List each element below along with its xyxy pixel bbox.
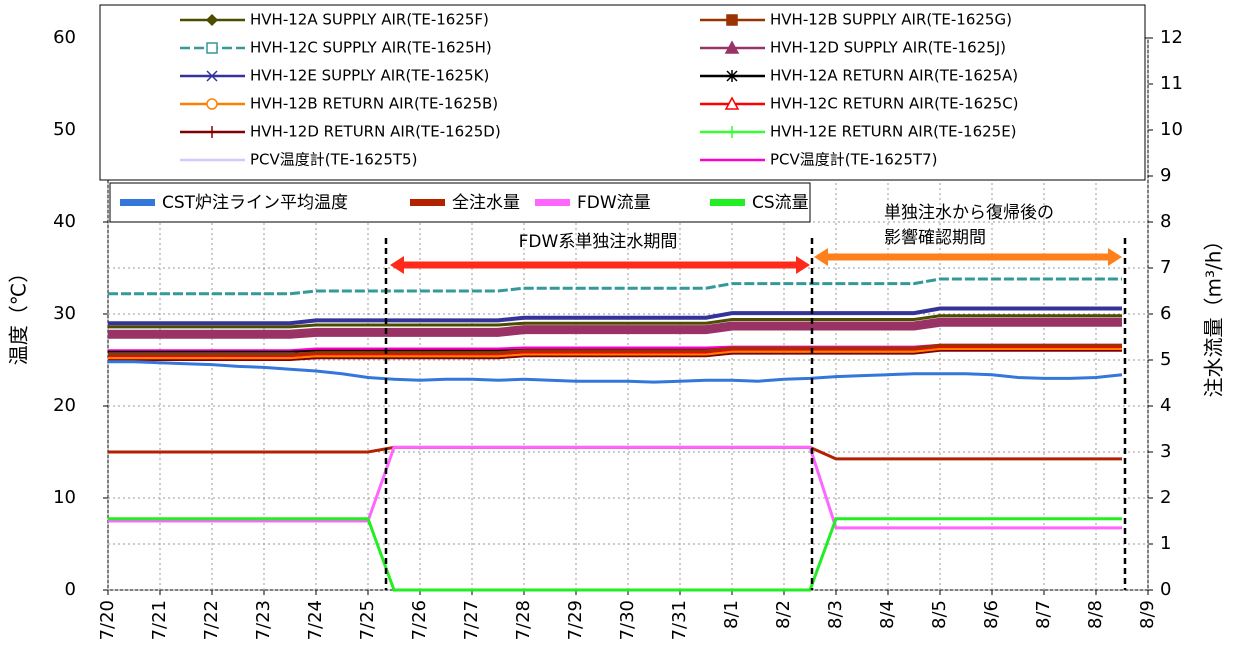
x-tick-label: 7/27 bbox=[461, 600, 482, 640]
x-tick-label: 8/7 bbox=[1033, 600, 1054, 629]
y2-tick-label: 5 bbox=[1160, 349, 1171, 370]
legend-marker bbox=[206, 98, 218, 110]
y2-tick-label: 8 bbox=[1160, 211, 1171, 232]
arrow-head bbox=[814, 248, 828, 266]
x-tick-label: 7/31 bbox=[669, 600, 690, 640]
x-tick-label: 7/25 bbox=[357, 600, 378, 640]
legend-label: HVH-12C SUPPLY AIR(TE-1625H) bbox=[250, 39, 492, 57]
x-tick-label: 8/4 bbox=[877, 600, 898, 629]
series-line bbox=[108, 349, 1122, 361]
legend-marker bbox=[724, 96, 740, 110]
x-tick-label: 8/6 bbox=[981, 600, 1002, 629]
legend-label: HVH-12A RETURN AIR(TE-1625A) bbox=[770, 67, 1018, 85]
annotation: FDW系単独注水期間 bbox=[519, 232, 678, 252]
y2-tick-label: 4 bbox=[1160, 395, 1171, 416]
legend-marker bbox=[205, 13, 219, 27]
legend-marker bbox=[206, 70, 218, 82]
y2-tick-label: 3 bbox=[1160, 441, 1171, 462]
y-tick-label: 10 bbox=[53, 487, 76, 508]
x-tick-label: 8/5 bbox=[929, 600, 950, 629]
series-line bbox=[108, 314, 1122, 329]
x-tick-label: 8/1 bbox=[721, 600, 742, 629]
x-tick-label: 7/26 bbox=[409, 600, 430, 640]
series-line bbox=[108, 517, 1122, 592]
series-line bbox=[108, 343, 1122, 356]
y2-tick-label: 0 bbox=[1160, 579, 1171, 600]
x-tick-label: 8/2 bbox=[773, 600, 794, 629]
y2-tick-label: 12 bbox=[1160, 27, 1183, 48]
series-line bbox=[108, 346, 1122, 358]
overlay: FDW系単独注水期間 単独注水から復帰後の 影響確認期間 bbox=[384, 203, 1127, 590]
annotation: 単独注水から復帰後の bbox=[884, 203, 1054, 223]
legend-marker bbox=[726, 70, 738, 82]
legend-label: HVH-12E SUPPLY AIR(TE-1625K) bbox=[250, 67, 489, 85]
y-tick-label: 20 bbox=[53, 395, 76, 416]
y2-tick-label: 1 bbox=[1160, 533, 1171, 554]
legend-label: PCV温度計(TE-1625T5) bbox=[250, 151, 417, 169]
y2-tick-label: 11 bbox=[1160, 73, 1183, 94]
legend-label: HVH-12B RETURN AIR(TE-1625B) bbox=[250, 95, 498, 113]
y-tick-label: 40 bbox=[53, 211, 76, 232]
y-tick-label: 30 bbox=[53, 303, 76, 324]
legend-marker bbox=[206, 42, 218, 54]
x-tick-label: 7/23 bbox=[253, 600, 274, 640]
legend-marker bbox=[726, 14, 738, 26]
y2-tick-label: 2 bbox=[1160, 487, 1171, 508]
legend-label: CS流量 bbox=[752, 193, 809, 213]
y2-tick-label: 6 bbox=[1160, 303, 1171, 324]
y2-axis-label: 注水流量（m³/h） bbox=[1202, 231, 1226, 398]
legend-label: CST炉注ライン平均温度 bbox=[162, 193, 348, 213]
series-line bbox=[108, 360, 1123, 384]
x-tick-label: 7/29 bbox=[565, 600, 586, 640]
y-tick-label: 60 bbox=[53, 27, 76, 48]
legend-swatch bbox=[120, 199, 155, 206]
lines bbox=[108, 277, 1123, 592]
x-tick-label: 7/30 bbox=[617, 600, 638, 640]
legend-marker bbox=[724, 40, 740, 54]
y2-tick-label: 10 bbox=[1160, 119, 1183, 140]
x-tick-label: 8/9 bbox=[1137, 600, 1158, 629]
legend-label: HVH-12A SUPPLY AIR(TE-1625F) bbox=[250, 11, 489, 29]
legend-label: HVH-12D RETURN AIR(TE-1625D) bbox=[250, 123, 501, 141]
x-tick-label: 7/22 bbox=[201, 600, 222, 640]
x-tick-label: 7/24 bbox=[305, 600, 326, 640]
legend-box bbox=[109, 182, 811, 223]
legend-swatch bbox=[710, 199, 745, 206]
y2-tick-label: 9 bbox=[1160, 165, 1171, 186]
series-line bbox=[108, 277, 1122, 296]
legend-label: FDW流量 bbox=[577, 193, 651, 213]
y-axis-label: 温度（℃） bbox=[7, 263, 31, 365]
legend-box bbox=[99, 4, 1146, 181]
series-line bbox=[108, 348, 1122, 360]
series-line bbox=[108, 445, 1122, 461]
x-tick-label: 7/20 bbox=[97, 600, 118, 640]
arrow-head bbox=[796, 256, 810, 274]
series-line bbox=[108, 317, 1122, 339]
legend: HVH-12A SUPPLY AIR(TE-1625F) HVH-12B SUPP… bbox=[120, 11, 1019, 213]
arrow-head bbox=[1108, 248, 1122, 266]
legend-label: HVH-12C RETURN AIR(TE-1625C) bbox=[770, 95, 1019, 113]
legend-swatch bbox=[535, 199, 570, 206]
x-tick-label: 7/21 bbox=[149, 600, 170, 640]
legend-label: HVH-12D SUPPLY AIR(TE-1625J) bbox=[770, 39, 1006, 57]
x-tick-label: 8/8 bbox=[1085, 600, 1106, 629]
legend-swatch bbox=[410, 199, 445, 206]
legend-label: PCV温度計(TE-1625T7) bbox=[770, 151, 937, 169]
series-line bbox=[108, 306, 1122, 326]
y-tick-label: 50 bbox=[53, 119, 76, 140]
legend-label: HVH-12E RETURN AIR(TE-1625E) bbox=[770, 123, 1017, 141]
series-line bbox=[108, 445, 1122, 530]
legend-label: 全注水量 bbox=[452, 193, 520, 213]
y-tick-label: 0 bbox=[65, 579, 76, 600]
y2-tick-label: 7 bbox=[1160, 257, 1171, 278]
x-tick-label: 8/3 bbox=[825, 600, 846, 629]
x-tick-label: 7/28 bbox=[513, 600, 534, 640]
arrow-head bbox=[390, 256, 404, 274]
legend-label: HVH-12B SUPPLY AIR(TE-1625G) bbox=[770, 11, 1012, 29]
annotation: 影響確認期間 bbox=[884, 228, 986, 248]
